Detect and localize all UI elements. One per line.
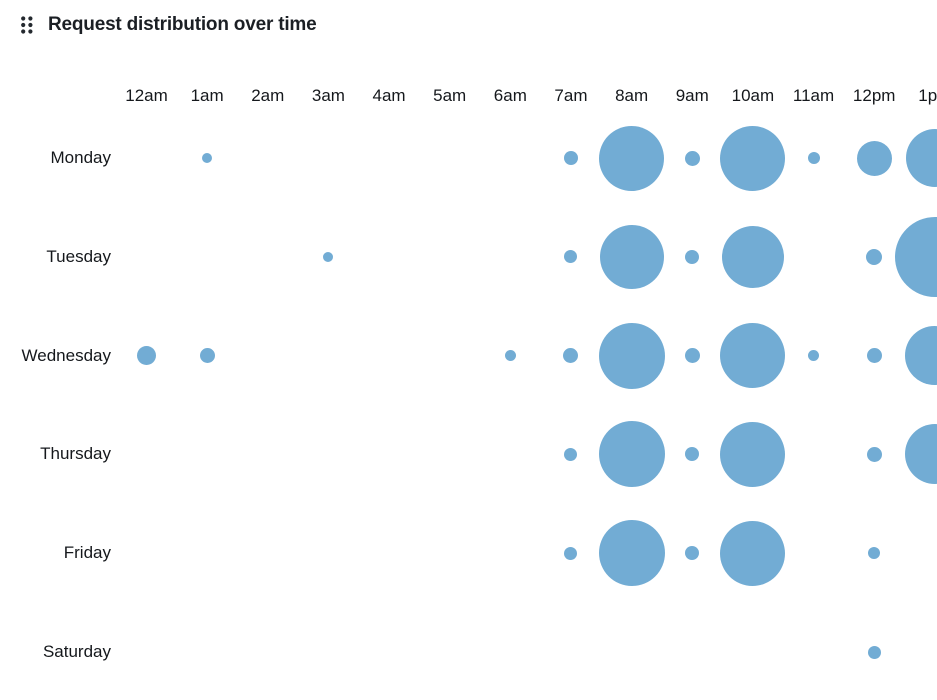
bubble-tuesday-10am	[721, 225, 784, 288]
x-axis-label-11am: 11am	[792, 86, 835, 105]
bubble-friday-7am	[564, 546, 578, 560]
bubble-monday-7am	[563, 151, 578, 165]
bubble-tuesday-12pm	[866, 248, 883, 265]
bubble-saturday-12pm	[867, 645, 881, 659]
bubble-tuesday-7am	[564, 250, 578, 264]
bubble-friday-12pm	[868, 547, 881, 560]
x-axis-label-10am: 10am	[731, 86, 775, 105]
x-axis-label-3am: 3am	[311, 86, 345, 105]
bubble-thursday-9am	[685, 447, 700, 462]
bubble-monday-10am	[720, 125, 786, 191]
x-axis-label-6am: 6am	[493, 86, 527, 105]
x-axis-label-1am: 1am	[190, 86, 224, 105]
bubble-wednesday-7am	[563, 348, 579, 364]
bubble-friday-10am	[720, 520, 786, 586]
bubble-wednesday-12pm	[866, 348, 882, 364]
bubble-thursday-8am	[598, 421, 665, 488]
bubble-wednesday-11am	[808, 350, 820, 362]
bubble-wednesday-6am	[504, 350, 516, 362]
bubble-monday-1pm	[905, 129, 937, 187]
y-axis-label-friday: Friday	[63, 543, 111, 563]
y-axis-label-monday: Monday	[50, 148, 111, 167]
bubble-wednesday-8am	[598, 322, 665, 389]
bubble-thursday-1pm	[904, 424, 937, 485]
bubble-monday-12pm	[856, 140, 892, 176]
bubble-wednesday-1am	[199, 348, 215, 364]
x-axis-label-7am: 7am	[554, 86, 588, 105]
bubble-thursday-7am	[564, 447, 578, 461]
bubble-friday-8am	[598, 520, 665, 587]
bubble-wednesday-12am	[137, 346, 156, 366]
bubble-tuesday-3am	[323, 251, 334, 262]
bubble-thursday-12pm	[866, 446, 882, 462]
bubble-wednesday-9am	[684, 348, 700, 364]
bubble-friday-9am	[685, 546, 700, 561]
bubble-wednesday-1pm	[905, 326, 937, 386]
chart-title: Request distribution over time	[48, 14, 317, 35]
x-axis-label-1pm: 1pm	[918, 86, 937, 105]
drag-handle-icon[interactable]	[20, 14, 34, 36]
y-axis-label-wednesday: Wednesday	[21, 345, 111, 365]
x-axis-label-5am: 5am	[433, 86, 467, 105]
bubble-monday-11am	[807, 152, 820, 164]
bubble-monday-1am	[202, 153, 213, 163]
bubble-thursday-10am	[720, 421, 786, 487]
x-axis-label-4am: 4am	[372, 86, 406, 105]
bubble-wednesday-10am	[720, 323, 786, 389]
chart-header: Request distribution over time	[20, 14, 317, 36]
y-axis-label-saturday: Saturday	[42, 642, 111, 661]
x-axis-label-2am: 2am	[251, 86, 285, 105]
x-axis-label-12pm: 12pm	[852, 86, 896, 105]
bubble-tuesday-9am	[685, 249, 700, 264]
y-axis-label-tuesday: Tuesday	[46, 246, 111, 266]
bubble-tuesday-8am	[599, 224, 664, 289]
x-axis-label-8am: 8am	[615, 86, 649, 105]
y-axis-label-thursday: Thursday	[40, 444, 111, 464]
x-axis-label-9am: 9am	[675, 86, 709, 105]
bubble-monday-9am	[684, 150, 700, 166]
bubble-monday-8am	[599, 125, 665, 191]
bubble-tuesday-1pm	[894, 216, 937, 297]
x-axis-label-12am: 12am	[125, 86, 168, 105]
